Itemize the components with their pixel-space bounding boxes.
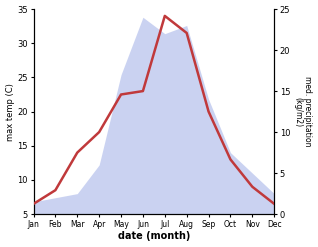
Y-axis label: med. precipitation
(kg/m2): med. precipitation (kg/m2) [293,76,313,147]
Y-axis label: max temp (C): max temp (C) [5,83,15,141]
X-axis label: date (month): date (month) [118,231,190,242]
